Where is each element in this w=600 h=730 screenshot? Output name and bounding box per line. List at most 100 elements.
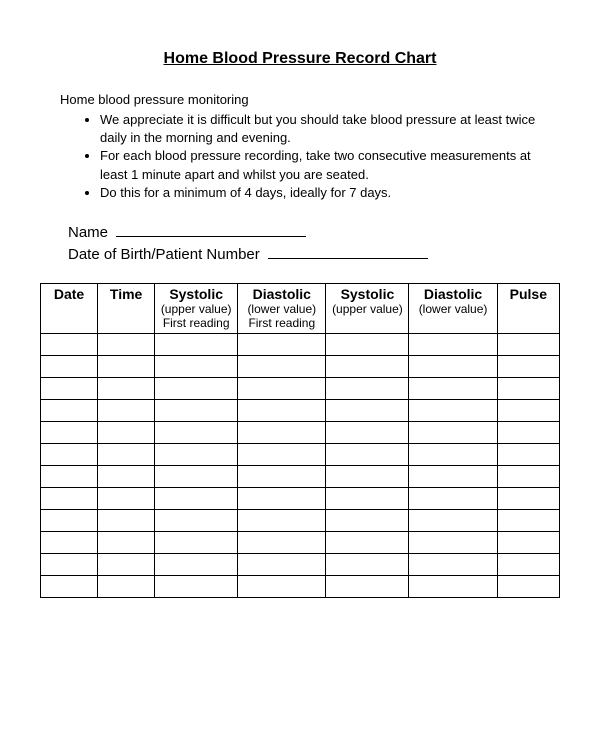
header-sub: (upper value) xyxy=(330,302,404,316)
table-cell[interactable] xyxy=(497,465,559,487)
header-main: Time xyxy=(110,286,142,302)
table-cell[interactable] xyxy=(155,575,238,597)
table-cell[interactable] xyxy=(497,531,559,553)
table-cell[interactable] xyxy=(409,377,497,399)
table-cell[interactable] xyxy=(409,333,497,355)
table-cell[interactable] xyxy=(409,509,497,531)
table-cell[interactable] xyxy=(326,443,409,465)
table-cell[interactable] xyxy=(238,509,326,531)
table-cell[interactable] xyxy=(409,575,497,597)
table-cell[interactable] xyxy=(98,465,155,487)
table-cell[interactable] xyxy=(41,377,98,399)
table-cell[interactable] xyxy=(155,355,238,377)
table-cell[interactable] xyxy=(497,553,559,575)
table-cell[interactable] xyxy=(497,575,559,597)
table-cell[interactable] xyxy=(497,509,559,531)
table-cell[interactable] xyxy=(155,465,238,487)
table-cell[interactable] xyxy=(41,333,98,355)
table-cell[interactable] xyxy=(409,531,497,553)
table-cell[interactable] xyxy=(326,465,409,487)
table-cell[interactable] xyxy=(497,443,559,465)
table-cell[interactable] xyxy=(238,465,326,487)
table-cell[interactable] xyxy=(326,421,409,443)
table-row xyxy=(41,531,560,553)
table-cell[interactable] xyxy=(238,553,326,575)
table-cell[interactable] xyxy=(497,333,559,355)
dob-input-line[interactable] xyxy=(268,258,428,259)
table-cell[interactable] xyxy=(409,421,497,443)
page-title: Home Blood Pressure Record Chart xyxy=(40,50,560,68)
table-cell[interactable] xyxy=(41,509,98,531)
table-cell[interactable] xyxy=(98,355,155,377)
table-header: Date Time Systolic (upper value) First r… xyxy=(41,283,560,333)
table-cell[interactable] xyxy=(41,465,98,487)
table-cell[interactable] xyxy=(98,553,155,575)
table-cell[interactable] xyxy=(238,355,326,377)
table-cell[interactable] xyxy=(155,333,238,355)
table-cell[interactable] xyxy=(98,377,155,399)
table-cell[interactable] xyxy=(41,575,98,597)
name-label: Name xyxy=(68,224,108,241)
table-cell[interactable] xyxy=(326,575,409,597)
name-input-line[interactable] xyxy=(116,236,306,237)
table-cell[interactable] xyxy=(238,443,326,465)
table-cell[interactable] xyxy=(98,509,155,531)
table-cell[interactable] xyxy=(326,377,409,399)
instruction-item: Do this for a minimum of 4 days, ideally… xyxy=(100,184,560,202)
table-cell[interactable] xyxy=(409,465,497,487)
table-cell[interactable] xyxy=(326,333,409,355)
table-cell[interactable] xyxy=(238,531,326,553)
header-main: Systolic xyxy=(341,286,395,302)
table-cell[interactable] xyxy=(497,377,559,399)
table-cell[interactable] xyxy=(98,421,155,443)
table-cell[interactable] xyxy=(155,487,238,509)
table-cell[interactable] xyxy=(238,333,326,355)
table-cell[interactable] xyxy=(41,531,98,553)
table-cell[interactable] xyxy=(155,399,238,421)
table-cell[interactable] xyxy=(409,399,497,421)
table-cell[interactable] xyxy=(98,443,155,465)
table-cell[interactable] xyxy=(326,531,409,553)
table-cell[interactable] xyxy=(238,399,326,421)
instruction-list: We appreciate it is difficult but you sh… xyxy=(40,111,560,202)
table-cell[interactable] xyxy=(98,575,155,597)
table-cell[interactable] xyxy=(238,377,326,399)
table-cell[interactable] xyxy=(41,553,98,575)
table-row xyxy=(41,399,560,421)
table-cell[interactable] xyxy=(155,553,238,575)
table-row xyxy=(41,333,560,355)
table-cell[interactable] xyxy=(41,487,98,509)
table-cell[interactable] xyxy=(409,487,497,509)
table-cell[interactable] xyxy=(41,421,98,443)
table-cell[interactable] xyxy=(41,443,98,465)
table-cell[interactable] xyxy=(326,553,409,575)
table-cell[interactable] xyxy=(326,399,409,421)
table-cell[interactable] xyxy=(497,355,559,377)
table-cell[interactable] xyxy=(238,575,326,597)
table-cell[interactable] xyxy=(98,487,155,509)
intro-text: Home blood pressure monitoring xyxy=(40,92,560,107)
table-cell[interactable] xyxy=(98,531,155,553)
header-sub: (lower value) xyxy=(413,302,492,316)
table-cell[interactable] xyxy=(497,487,559,509)
table-cell[interactable] xyxy=(497,399,559,421)
table-cell[interactable] xyxy=(41,355,98,377)
table-cell[interactable] xyxy=(497,421,559,443)
table-cell[interactable] xyxy=(155,421,238,443)
table-cell[interactable] xyxy=(409,553,497,575)
table-cell[interactable] xyxy=(238,487,326,509)
table-cell[interactable] xyxy=(98,333,155,355)
table-cell[interactable] xyxy=(155,443,238,465)
table-cell[interactable] xyxy=(326,487,409,509)
table-cell[interactable] xyxy=(326,355,409,377)
table-cell[interactable] xyxy=(98,399,155,421)
table-cell[interactable] xyxy=(155,531,238,553)
table-cell[interactable] xyxy=(155,509,238,531)
table-cell[interactable] xyxy=(155,377,238,399)
table-cell[interactable] xyxy=(41,399,98,421)
table-cell[interactable] xyxy=(409,443,497,465)
table-body xyxy=(41,333,560,597)
table-cell[interactable] xyxy=(409,355,497,377)
table-cell[interactable] xyxy=(326,509,409,531)
table-cell[interactable] xyxy=(238,421,326,443)
